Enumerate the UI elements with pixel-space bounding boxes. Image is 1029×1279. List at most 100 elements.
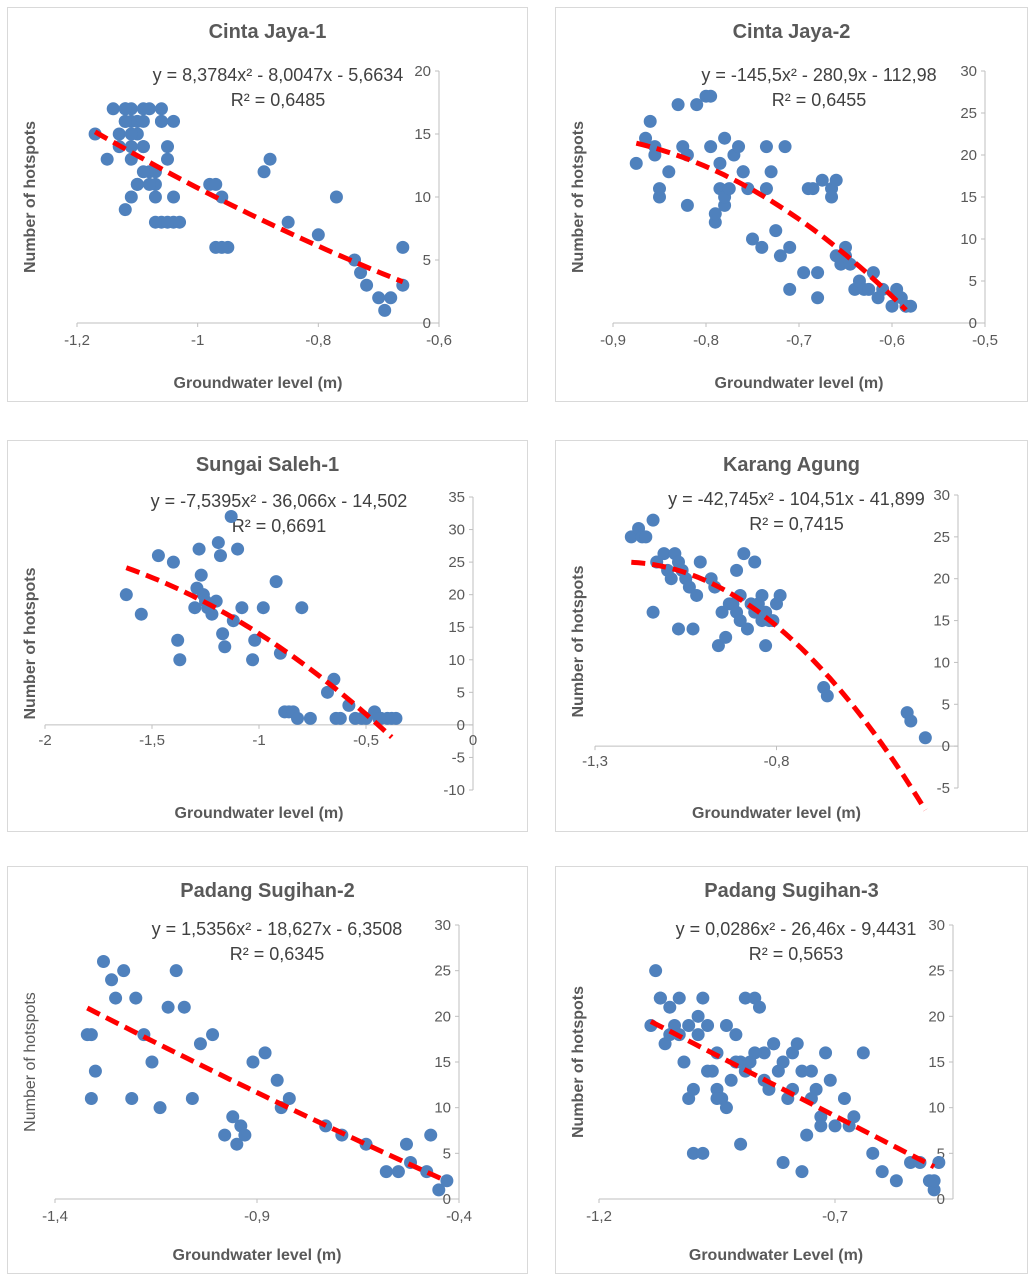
chart-panel-5: 0 5 10 15 20 25 30 -1,4 -0,9 -0,4 Padang Sugihan-2…	[7, 866, 528, 1274]
data-point	[215, 190, 229, 204]
y-tick-label: 30	[933, 487, 950, 504]
x-tick-label: -0,7	[786, 332, 812, 349]
data-point	[693, 555, 707, 569]
data-point	[142, 177, 156, 191]
trendline	[86, 1005, 444, 1182]
chart-title: Cinta Jaya-1	[209, 21, 327, 43]
x-tick-label: -0,9	[600, 332, 626, 349]
data-point	[815, 173, 829, 187]
data-point	[875, 1165, 889, 1179]
data-point	[211, 536, 225, 550]
data-point	[256, 601, 270, 615]
data-point	[691, 1028, 705, 1042]
data-point	[188, 601, 202, 615]
y-tick-label: 25	[933, 529, 950, 546]
x-tick-label: -0,7	[822, 1208, 848, 1225]
data-point	[680, 198, 694, 212]
data-point	[719, 1018, 733, 1032]
y-tick-label: 5	[942, 696, 950, 713]
data-point	[927, 1183, 941, 1197]
data-point	[682, 1018, 696, 1032]
x-tick-label: -0,4	[446, 1208, 472, 1225]
chart-title: Padang Sugihan-2	[180, 880, 354, 902]
data-point	[333, 711, 347, 725]
data-point	[710, 1092, 724, 1106]
data-point	[885, 299, 899, 313]
data-point	[657, 547, 671, 561]
data-point	[748, 555, 762, 569]
data-point	[722, 182, 736, 196]
data-point	[231, 542, 245, 556]
data-point	[194, 568, 208, 582]
data-point	[303, 711, 317, 725]
data-point	[718, 131, 732, 145]
data-point	[823, 1073, 837, 1087]
data-point	[125, 1092, 139, 1106]
data-point	[329, 190, 343, 204]
y-tick-label: 15	[414, 126, 431, 143]
y-tick-label: 5	[457, 684, 465, 701]
data-point	[719, 630, 733, 644]
data-point	[701, 1064, 715, 1078]
data-point	[843, 257, 857, 271]
y-tick-label: 20	[434, 1008, 451, 1025]
data-point	[767, 1037, 781, 1051]
data-point	[804, 1064, 818, 1078]
data-point	[177, 1000, 191, 1014]
data-point	[715, 605, 729, 619]
data-point	[704, 89, 718, 103]
data-point	[161, 140, 174, 154]
data-point	[230, 1137, 244, 1151]
y-axis-title: Number of hotspots	[22, 992, 39, 1132]
data-point	[193, 1037, 207, 1051]
data-point	[213, 549, 227, 563]
data-point	[708, 207, 722, 221]
y-axis-title: Number of hotspots	[570, 565, 587, 717]
data-point	[740, 622, 754, 636]
data-point	[806, 182, 820, 196]
x-tick-label: -1,2	[586, 1208, 612, 1225]
data-point	[311, 228, 325, 242]
data-point	[711, 639, 725, 653]
x-axis-title: Groundwater level (m)	[173, 1247, 342, 1264]
data-point	[148, 190, 162, 204]
data-point	[811, 291, 825, 305]
x-tick-label: -1	[191, 332, 204, 349]
data-point	[755, 240, 769, 254]
x-tick-label: -2	[38, 732, 51, 749]
data-point	[119, 588, 133, 602]
data-point	[281, 215, 295, 229]
data-point	[173, 215, 187, 229]
data-point	[829, 173, 843, 187]
data-point	[295, 601, 309, 615]
y-tick-label: 5	[443, 1145, 451, 1162]
data-point	[691, 1009, 705, 1023]
x-axis-title: Groundwater level (m)	[174, 375, 343, 392]
data-point	[136, 140, 150, 154]
data-point	[258, 1046, 272, 1060]
x-tick-label: -0,8	[764, 753, 790, 770]
y-tick-label: 10	[928, 1100, 945, 1117]
y-tick-label: 10	[434, 1100, 451, 1117]
data-point	[360, 278, 374, 292]
data-point	[124, 190, 138, 204]
chart-svg: 0 5 10 15 20 25 30 -1,4 -0,9 -0,4 Padang Sugihan-2…	[7, 866, 528, 1274]
data-point	[291, 711, 305, 725]
data-point	[783, 240, 797, 254]
chart-panel-3: -10 -5 0 5 10 15 20 25 30 35 -2 -1,5 -1 -0,5 0 Sungai S…	[7, 440, 528, 832]
data-point	[270, 1073, 284, 1087]
data-point	[257, 165, 271, 179]
trendline-equation: y = -145,5x² - 280,9x - 112,98	[701, 65, 936, 85]
y-tick-label: 20	[928, 1008, 945, 1025]
data-point	[384, 291, 398, 305]
chart-title: Cinta Jaya-2	[733, 21, 851, 43]
data-point	[837, 1092, 851, 1106]
chart-panel-6: 0 5 10 15 20 25 30 -1,2 -0,7 Padang Sugihan-3 y = …	[555, 866, 1028, 1274]
y-tick-label: 15	[434, 1054, 451, 1071]
y-tick-label: -5	[452, 749, 465, 766]
trendline-r2: R² = 0,7415	[749, 514, 844, 534]
trendline	[93, 129, 404, 285]
data-point	[142, 102, 156, 116]
y-tick-label: 0	[443, 1191, 451, 1208]
data-point	[759, 182, 773, 196]
